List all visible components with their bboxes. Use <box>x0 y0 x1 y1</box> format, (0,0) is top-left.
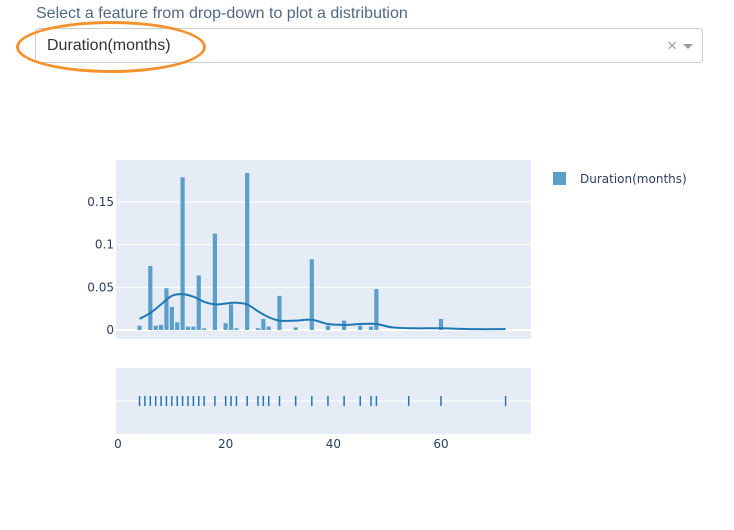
histogram-bar <box>245 172 250 330</box>
legend-swatch <box>553 172 566 185</box>
histogram-bar <box>266 326 271 330</box>
x-tick-label: 20 <box>218 437 233 451</box>
histogram-bar <box>223 323 228 330</box>
histogram-bar <box>261 318 266 330</box>
legend-label: Duration(months) <box>580 172 687 186</box>
histogram-bar <box>374 289 379 330</box>
histogram-bar <box>148 266 153 330</box>
y-tick-label: 0.05 <box>87 280 114 294</box>
y-tick-label: 0.15 <box>87 195 114 209</box>
histogram-bar <box>191 326 196 330</box>
histogram-bar <box>325 325 331 330</box>
y-tick-label: 0 <box>106 323 114 337</box>
histogram-bar <box>438 318 444 330</box>
clear-icon[interactable]: × <box>667 36 677 55</box>
histogram-bar <box>309 259 314 330</box>
histogram-bar <box>212 233 217 330</box>
chevron-down-icon[interactable] <box>683 44 693 49</box>
histogram-bar <box>234 328 239 330</box>
x-tick-label: 60 <box>433 437 448 451</box>
histogram-bar <box>185 326 191 330</box>
histogram-bar <box>153 325 158 330</box>
histogram-bar <box>358 325 363 330</box>
histogram-bar <box>368 326 374 330</box>
histogram-bar <box>169 306 174 330</box>
histogram-bar <box>158 324 164 330</box>
histogram-bar <box>293 327 298 330</box>
main-plot-background <box>116 160 531 339</box>
y-tick-label: 0.1 <box>95 238 114 252</box>
histogram-bar <box>255 328 261 330</box>
kde-curve <box>139 293 506 331</box>
histogram-bar <box>196 275 201 330</box>
histogram-bar <box>175 322 180 330</box>
x-tick-label: 0 <box>114 437 122 451</box>
histogram-bar <box>180 177 185 330</box>
dropdown-prompt-label: Select a feature from drop-down to plot … <box>36 5 408 22</box>
histogram-bar <box>202 328 207 330</box>
histogram-bar <box>228 304 234 330</box>
x-tick-label: 40 <box>326 437 341 451</box>
histogram-bar <box>137 325 142 330</box>
legend[interactable]: Duration(months) <box>553 172 687 186</box>
highlight-annotation-ellipse <box>16 21 206 73</box>
histogram-bar <box>164 288 169 330</box>
histogram-bar <box>277 295 282 330</box>
